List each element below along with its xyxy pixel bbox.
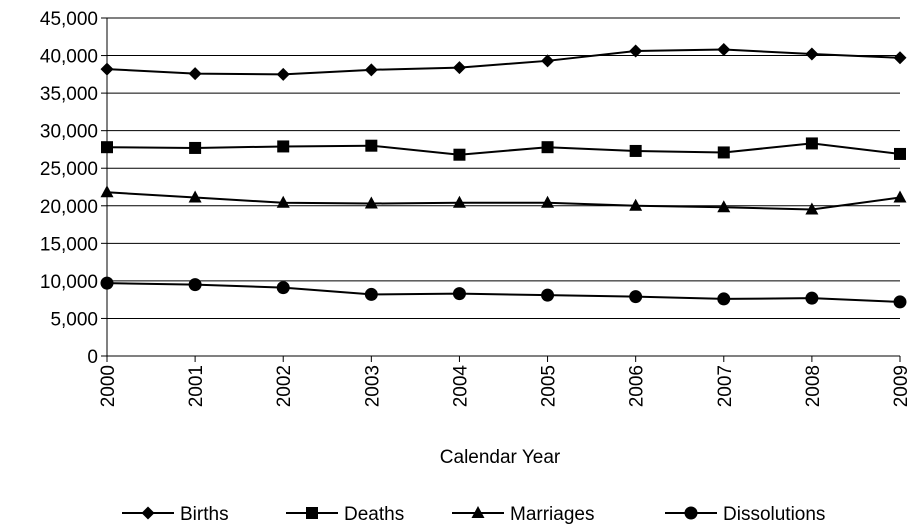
legend-marker-deaths	[306, 507, 318, 519]
legend-label: Dissolutions	[723, 504, 825, 525]
data-point-dissolutions	[100, 276, 114, 290]
data-point-dissolutions	[188, 278, 202, 292]
data-point-births	[541, 54, 555, 68]
y-tick-label: 25,000	[40, 159, 98, 180]
data-point-dissolutions	[276, 281, 290, 295]
x-tick-label: 2002	[274, 365, 295, 407]
series-group	[100, 43, 907, 309]
data-point-marriages	[364, 196, 378, 209]
x-tick-label: 2000	[98, 365, 119, 407]
data-point-marriages	[541, 195, 555, 208]
data-point-births	[188, 67, 202, 81]
series-line-marriages	[106, 191, 901, 211]
data-point-deaths	[453, 148, 466, 161]
y-tick-label: 20,000	[40, 197, 98, 218]
legend-item-dissolutions: Dissolutions	[665, 504, 825, 525]
data-point-births	[452, 61, 466, 75]
legend-label: Births	[180, 504, 229, 525]
data-point-dissolutions	[893, 295, 907, 309]
data-point-marriages	[188, 190, 202, 203]
data-point-marriages	[452, 195, 466, 208]
data-point-deaths	[101, 141, 113, 154]
series-line-births	[106, 48, 901, 76]
x-axis-ticks: 2000 2001 2002 2003 2004 2005 2006 2007 2008 2009	[98, 356, 912, 407]
x-tick-label: 2005	[539, 365, 560, 407]
data-point-marriages	[100, 185, 114, 198]
legend-label: Deaths	[344, 504, 404, 525]
data-point-marriages	[893, 190, 907, 203]
data-point-dissolutions	[452, 287, 466, 301]
y-tick-label: 5,000	[50, 309, 98, 330]
x-tick-label: 2007	[715, 365, 736, 407]
y-tick-label: 45,000	[40, 9, 98, 30]
data-point-deaths	[629, 144, 642, 157]
series-marriages	[100, 185, 907, 215]
y-tick-label: 40,000	[40, 47, 98, 68]
x-tick-label: 2003	[362, 365, 383, 407]
x-tick-label: 2006	[627, 365, 648, 407]
legend-item-births: Births	[122, 504, 229, 525]
y-tick-label: 35,000	[40, 84, 98, 105]
y-tick-label: 30,000	[40, 122, 98, 143]
data-point-dissolutions	[717, 292, 731, 306]
data-point-dissolutions	[629, 290, 643, 304]
data-point-marriages	[717, 200, 731, 213]
data-point-births	[276, 67, 290, 81]
y-tick-label: 15,000	[40, 234, 98, 255]
data-point-births	[805, 47, 819, 61]
legend-marker-dissolutions	[684, 506, 698, 520]
data-point-deaths	[189, 141, 202, 154]
data-point-dissolutions	[805, 291, 819, 305]
axes	[106, 18, 900, 357]
data-point-deaths	[894, 147, 906, 160]
legend: Births Deaths Marriages Dissolutions	[122, 504, 825, 525]
y-tick-label: 10,000	[40, 272, 98, 293]
x-tick-label: 2004	[450, 365, 471, 408]
legend-marker-births	[141, 506, 155, 520]
x-tick-label: 2009	[891, 365, 912, 407]
legend-item-marriages: Marriages	[452, 504, 594, 525]
series-deaths	[101, 137, 906, 161]
legend-item-deaths: Deaths	[286, 504, 404, 525]
legend-label: Marriages	[510, 504, 594, 525]
data-point-marriages	[805, 202, 819, 215]
data-point-births	[100, 62, 114, 76]
data-point-dissolutions	[541, 288, 555, 302]
data-point-births	[717, 43, 731, 57]
data-point-deaths	[541, 141, 554, 154]
data-point-births	[629, 44, 643, 58]
x-tick-label: 2008	[803, 365, 824, 407]
data-point-dissolutions	[364, 287, 378, 301]
series-line-dissolutions	[106, 282, 901, 303]
series-dissolutions	[100, 276, 907, 309]
series-line-deaths	[106, 142, 901, 156]
legend-marker-marriages	[471, 506, 485, 518]
y-tick-label: 0	[87, 347, 98, 368]
y-axis-ticks: 0 5,000 10,000 15,000 20,000 25,000 30,000 35,0…	[40, 9, 107, 368]
gridlines	[107, 17, 900, 319]
data-point-marriages	[629, 198, 643, 211]
data-point-deaths	[365, 139, 378, 152]
data-point-marriages	[276, 195, 290, 208]
x-axis-title: Calendar Year	[440, 447, 561, 468]
data-point-deaths	[277, 140, 290, 153]
data-point-deaths	[805, 137, 818, 150]
series-births	[100, 43, 907, 81]
data-point-births	[893, 51, 907, 65]
x-tick-label: 2001	[186, 365, 207, 407]
data-point-births	[364, 63, 378, 77]
data-point-deaths	[717, 146, 730, 159]
